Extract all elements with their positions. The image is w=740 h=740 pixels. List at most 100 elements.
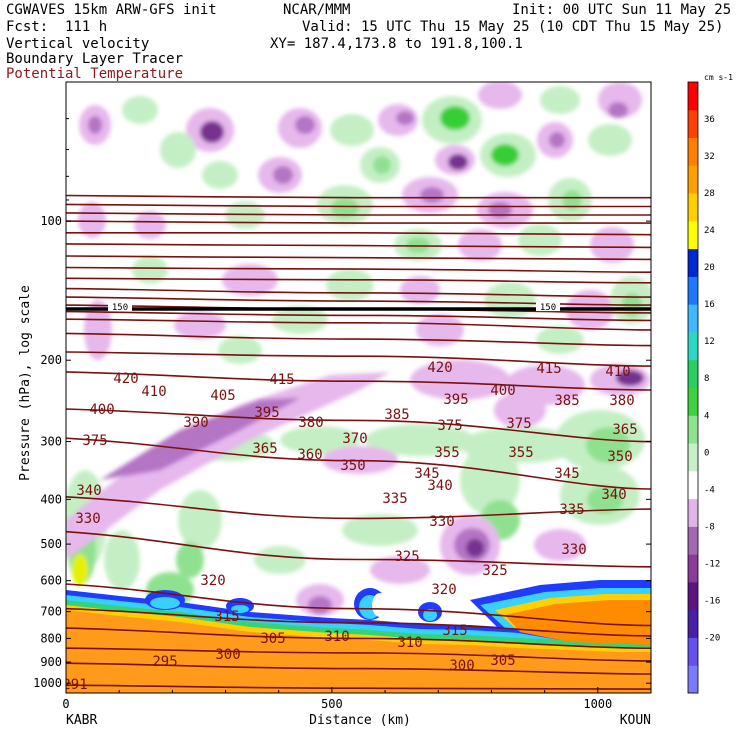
velocity-cell-2 (122, 96, 158, 124)
shear-cell-5 (586, 427, 630, 463)
theta-contour-360 (66, 310, 651, 322)
shear-cell-13 (616, 370, 644, 386)
theta-contour-335 (66, 408, 651, 443)
valid-time: Valid: 15 UTC Thu 15 May 25 (10 CDT Thu … (302, 19, 724, 35)
colorbar-frame (687, 81, 699, 694)
tracer-core (66, 610, 651, 693)
theta-label-395-1: 395 (443, 392, 468, 408)
velocity-cell-30 (331, 198, 359, 218)
colorbar-swatch-8 (688, 443, 698, 472)
theta-contour-291 (66, 684, 651, 690)
velocity-cell-38 (134, 211, 166, 239)
x-tick-label-500: 500 (321, 697, 343, 711)
colorbar-swatch-1 (688, 637, 698, 666)
colorbar-label-24: 24 (704, 226, 715, 236)
colorbar-swatch-9 (688, 415, 698, 444)
velocity-cell-8 (330, 114, 374, 146)
velocity-cell-39 (78, 202, 106, 238)
theta-label-305-1: 305 (490, 653, 515, 669)
shear-cell-22 (466, 539, 484, 557)
theta-label-415-1: 415 (536, 361, 561, 377)
theta-label-355-0: 355 (434, 445, 459, 461)
theta-contour-415 (66, 203, 651, 208)
theta-label-390-0: 390 (183, 415, 208, 431)
velocity-cell-41 (406, 237, 430, 253)
shear-cell-24 (370, 556, 430, 584)
theta-label-385-1: 385 (554, 393, 579, 409)
colorbar-swatch-13 (688, 304, 698, 333)
theta-label-375-0: 375 (82, 433, 107, 449)
colorbar-swatch-11 (688, 359, 698, 388)
colorbar-swatch-19 (688, 137, 698, 166)
theta-contour-390 (66, 255, 651, 261)
theta-contour-370 (66, 296, 651, 306)
colorbar-label-0: 0 (704, 448, 709, 458)
theta-label-315-1: 315 (442, 623, 467, 639)
tracer-label-bg-0 (108, 301, 132, 312)
velocity-cell-1 (88, 116, 102, 134)
theta-label-320-1: 320 (431, 582, 456, 598)
shear-cell-1 (280, 426, 360, 454)
colorbar-label-32: 32 (704, 152, 715, 162)
shear-cell-18 (178, 490, 222, 550)
theta-label-420-1: 420 (427, 360, 452, 376)
theta-contour-375 (66, 287, 651, 298)
shear-cell-17 (254, 546, 306, 574)
velocity-cell-13 (478, 82, 522, 109)
theta-label-375-1: 375 (437, 418, 462, 434)
velocity-cell-42 (458, 229, 502, 261)
colorbar-swatch-7 (688, 470, 698, 500)
velocity-cell-32 (420, 187, 444, 203)
theta-label-310-0: 310 (324, 629, 349, 645)
theta-label-335-1: 335 (559, 502, 584, 518)
velocity-cell-45 (132, 256, 168, 284)
colorbar-swatch-16 (688, 220, 698, 250)
field-potential-temperature: Potential Temperature (6, 66, 184, 82)
theta-contour-410 (66, 212, 651, 216)
theta-label-330-1: 330 (429, 514, 454, 530)
shear-cell-23 (534, 529, 586, 561)
theta-contour-405 (66, 220, 651, 224)
colorbar-label-8: 8 (704, 374, 709, 384)
theta-label-310-1: 310 (397, 635, 422, 651)
theta-label-300-0: 300 (215, 647, 240, 663)
shear-cell-29 (72, 554, 88, 586)
colorbar-swatch-10 (688, 387, 698, 416)
tracer-fold (372, 593, 388, 617)
theta-label-355-1: 355 (508, 445, 533, 461)
theta-label-291-0: 291 (62, 677, 87, 693)
shear-cell-8 (460, 445, 520, 515)
colorbar-label-20: 20 (704, 263, 715, 273)
velocity-cell-49 (484, 282, 536, 318)
colorbar-swatch-17 (688, 193, 698, 222)
theta-label-350-0: 350 (340, 458, 365, 474)
center-label: NCAR/MMM (283, 2, 351, 18)
theta-label-295-0: 295 (152, 654, 177, 670)
theta-contour-395 (66, 243, 651, 249)
velocity-cell-47 (326, 269, 374, 301)
theta-label-300-1: 300 (449, 658, 474, 674)
velocity-cell-25 (373, 156, 391, 174)
theta-label-330-0: 330 (75, 511, 100, 527)
colorbar: -20 -16 -12 -8 -4 0 4 8 12 16 20 24 28 32 36 cm s-1 (687, 73, 733, 694)
y-tick-label-1000: 1000 (33, 676, 62, 690)
theta-contour-345 (66, 351, 651, 367)
tracer-bump-1 (231, 605, 249, 613)
colorbar-swatch-0 (688, 665, 698, 694)
velocity-cell-16 (540, 86, 580, 114)
theta-contour-400 (66, 231, 651, 236)
velocity-cell-10 (396, 111, 414, 125)
theta-label-340-2: 340 (601, 487, 626, 503)
x-tick-label-1000: 1000 (583, 697, 612, 711)
init-time: Init: 00 UTC Sun 11 May 25 (512, 2, 732, 18)
y-tick-label-900: 900 (40, 655, 62, 669)
velocity-cell-15 (491, 144, 519, 166)
colorbar-label-36: 36 (704, 115, 715, 125)
y-tick-label-700: 700 (40, 605, 62, 619)
field-vertical-velocity: Vertical velocity (6, 36, 150, 52)
theta-label-350-1: 350 (607, 449, 632, 465)
theta-contour-295 (66, 662, 651, 675)
velocity-cell-44 (590, 227, 634, 263)
theta-contour-300 (66, 647, 651, 662)
